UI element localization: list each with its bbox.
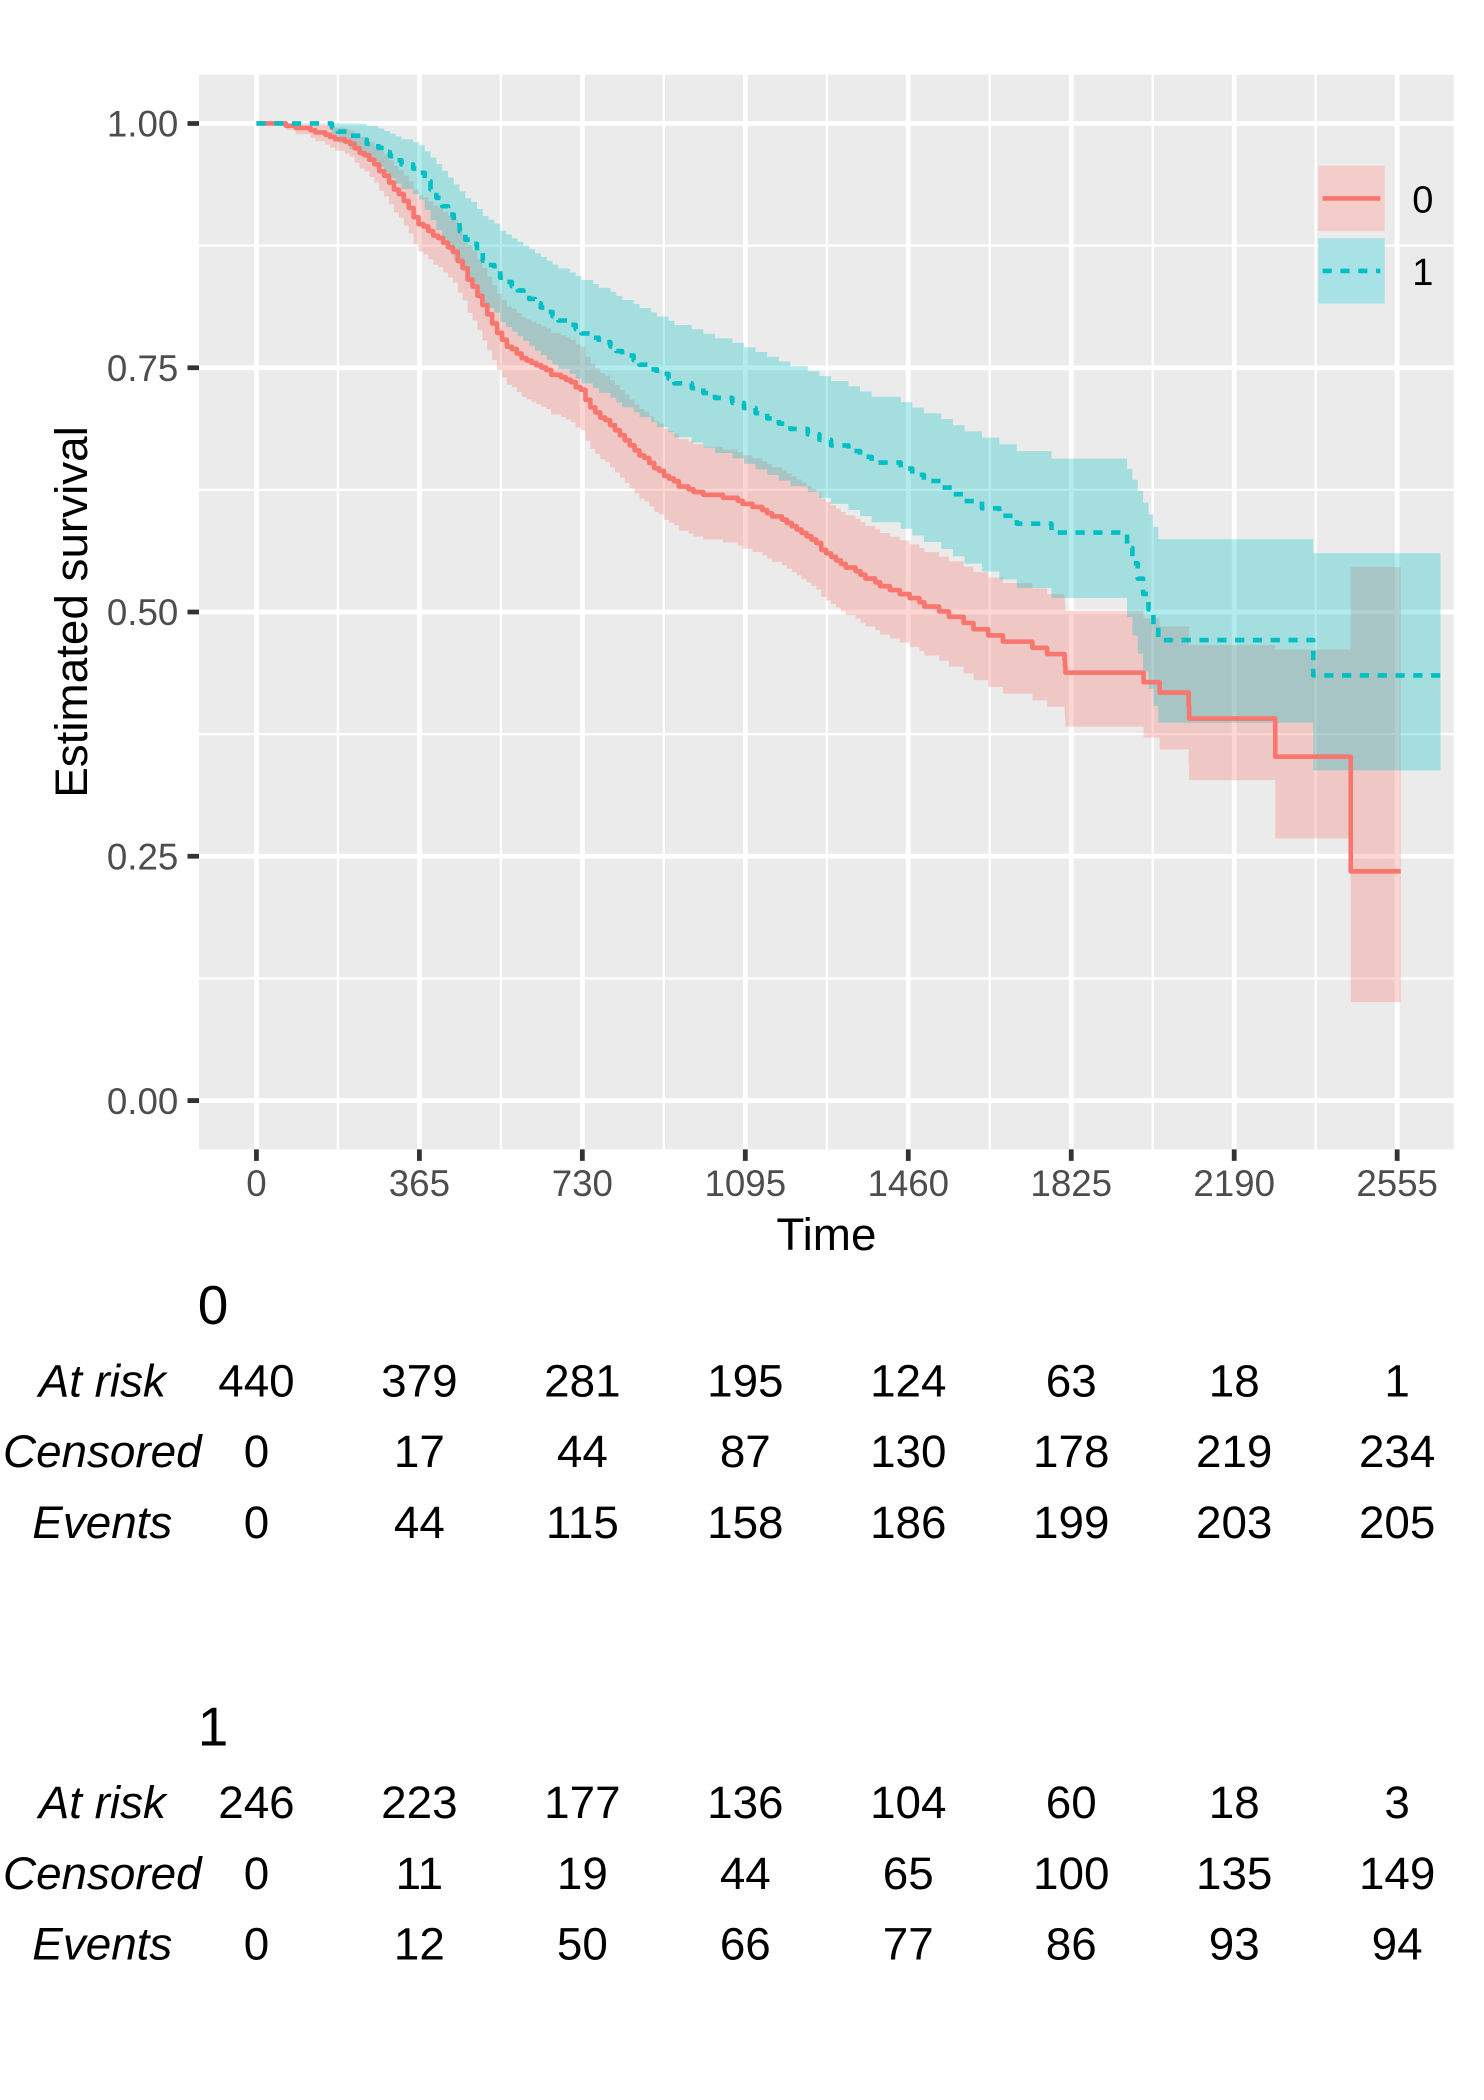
- svg-text:730: 730: [552, 1163, 613, 1204]
- svg-text:0: 0: [1412, 180, 1433, 222]
- svg-text:44: 44: [394, 1497, 445, 1548]
- svg-text:77: 77: [883, 1919, 934, 1970]
- svg-text:158: 158: [707, 1497, 783, 1548]
- svg-text:Events: Events: [32, 1497, 172, 1548]
- svg-text:136: 136: [707, 1777, 783, 1828]
- svg-text:86: 86: [1046, 1919, 1097, 1970]
- svg-text:12: 12: [394, 1919, 445, 1970]
- svg-text:Estimated survival: Estimated survival: [46, 426, 97, 798]
- svg-text:44: 44: [720, 1848, 771, 1899]
- svg-text:44: 44: [557, 1426, 608, 1477]
- svg-text:186: 186: [870, 1497, 946, 1548]
- svg-text:281: 281: [544, 1355, 620, 1406]
- svg-text:Censored: Censored: [3, 1848, 203, 1899]
- svg-text:87: 87: [720, 1426, 771, 1477]
- svg-text:365: 365: [389, 1163, 450, 1204]
- svg-text:178: 178: [1033, 1426, 1109, 1477]
- svg-text:93: 93: [1209, 1919, 1260, 1970]
- svg-text:At risk: At risk: [36, 1777, 168, 1828]
- svg-text:0: 0: [244, 1919, 269, 1970]
- svg-text:0: 0: [244, 1848, 269, 1899]
- svg-text:205: 205: [1359, 1497, 1435, 1548]
- svg-text:0: 0: [198, 1274, 229, 1336]
- svg-text:199: 199: [1033, 1497, 1109, 1548]
- svg-text:203: 203: [1196, 1497, 1272, 1548]
- svg-text:3: 3: [1384, 1777, 1409, 1828]
- svg-text:At risk: At risk: [36, 1355, 168, 1406]
- svg-text:1460: 1460: [867, 1163, 949, 1204]
- svg-text:177: 177: [544, 1777, 620, 1828]
- svg-text:Events: Events: [32, 1919, 172, 1970]
- svg-text:0.00: 0.00: [107, 1081, 178, 1122]
- svg-text:1.00: 1.00: [107, 104, 178, 145]
- svg-text:18: 18: [1209, 1355, 1260, 1406]
- svg-text:246: 246: [218, 1777, 294, 1828]
- svg-text:1: 1: [198, 1696, 229, 1758]
- svg-text:0.25: 0.25: [107, 836, 178, 877]
- svg-text:63: 63: [1046, 1355, 1097, 1406]
- svg-text:0.50: 0.50: [107, 592, 178, 633]
- svg-text:149: 149: [1359, 1848, 1435, 1899]
- svg-text:0: 0: [244, 1426, 269, 1477]
- svg-text:65: 65: [883, 1848, 934, 1899]
- svg-text:115: 115: [546, 1497, 619, 1548]
- svg-text:50: 50: [557, 1919, 608, 1970]
- svg-text:234: 234: [1359, 1426, 1435, 1477]
- svg-text:19: 19: [557, 1848, 608, 1899]
- svg-text:94: 94: [1372, 1919, 1423, 1970]
- svg-text:100: 100: [1033, 1848, 1109, 1899]
- svg-text:130: 130: [870, 1426, 946, 1477]
- svg-text:17: 17: [394, 1426, 445, 1477]
- svg-text:Censored: Censored: [3, 1426, 203, 1477]
- svg-text:2190: 2190: [1193, 1163, 1275, 1204]
- svg-text:379: 379: [381, 1355, 457, 1406]
- svg-text:219: 219: [1196, 1426, 1272, 1477]
- svg-text:0: 0: [246, 1163, 266, 1204]
- svg-text:440: 440: [218, 1355, 294, 1406]
- svg-text:195: 195: [707, 1355, 783, 1406]
- svg-text:Time: Time: [776, 1209, 876, 1260]
- svg-text:1095: 1095: [704, 1163, 786, 1204]
- svg-text:2555: 2555: [1356, 1163, 1438, 1204]
- svg-text:0.75: 0.75: [107, 348, 178, 389]
- svg-text:124: 124: [870, 1355, 946, 1406]
- svg-text:60: 60: [1046, 1777, 1097, 1828]
- svg-text:1: 1: [1384, 1355, 1409, 1406]
- svg-text:223: 223: [381, 1777, 457, 1828]
- svg-text:66: 66: [720, 1919, 771, 1970]
- svg-text:11: 11: [396, 1848, 444, 1899]
- svg-text:104: 104: [870, 1777, 946, 1828]
- svg-text:18: 18: [1209, 1777, 1260, 1828]
- svg-text:0: 0: [244, 1497, 269, 1548]
- svg-text:1825: 1825: [1030, 1163, 1112, 1204]
- svg-text:1: 1: [1412, 252, 1433, 294]
- svg-text:135: 135: [1196, 1848, 1272, 1899]
